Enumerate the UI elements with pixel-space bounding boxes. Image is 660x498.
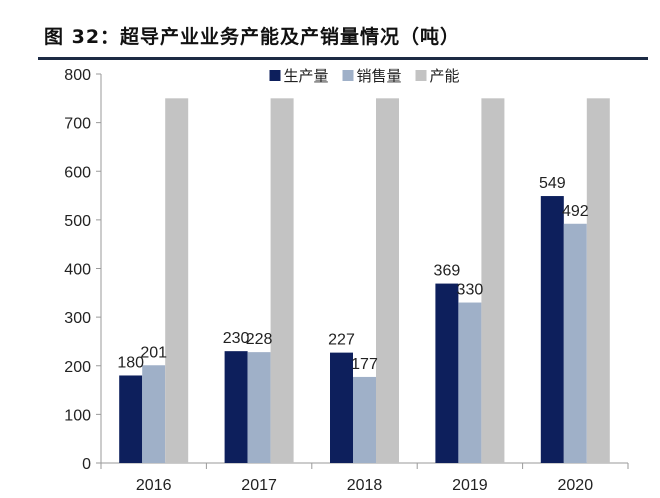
data-label: 369 xyxy=(434,263,461,280)
bar-生产量-2017 xyxy=(224,351,248,463)
data-label: 201 xyxy=(140,344,167,361)
bar-产能-2020 xyxy=(586,98,610,463)
y-tick-label: 0 xyxy=(82,456,91,473)
data-label: 492 xyxy=(562,203,589,220)
bar-产能-2016 xyxy=(165,98,189,463)
bar-销售量-2017 xyxy=(247,352,271,463)
data-label: 230 xyxy=(223,330,250,347)
y-tick-label: 800 xyxy=(64,67,91,84)
bar-生产量-2018 xyxy=(330,352,353,463)
bar-产能-2018 xyxy=(376,98,399,463)
bar-生产量-2016 xyxy=(119,375,143,463)
data-label: 180 xyxy=(117,354,144,371)
y-tick-label: 400 xyxy=(64,262,91,279)
bar-生产量-2020 xyxy=(540,196,564,463)
y-tick-label: 100 xyxy=(64,407,91,424)
data-label: 177 xyxy=(351,356,378,373)
legend-label: 销售量 xyxy=(357,67,402,85)
x-tick-label: 2020 xyxy=(558,477,594,494)
bar-生产量-2019 xyxy=(435,283,459,463)
title-rule xyxy=(38,57,648,60)
y-tick-label: 500 xyxy=(64,213,91,230)
data-label: 549 xyxy=(539,175,566,192)
data-label: 330 xyxy=(457,282,484,299)
bar-产能-2019 xyxy=(481,98,505,463)
bar-销售量-2016 xyxy=(142,365,166,463)
x-tick-label: 2019 xyxy=(452,477,488,494)
y-tick-label: 200 xyxy=(64,359,91,376)
data-label: 227 xyxy=(328,332,355,349)
legend-swatch xyxy=(415,70,427,81)
legend-label: 产能 xyxy=(430,67,460,85)
x-tick-label: 2017 xyxy=(241,477,277,494)
bars xyxy=(119,98,610,463)
figure-title: 图 32：超导产业业务产能及产销量情况（吨） xyxy=(44,26,461,48)
legend-label: 生产量 xyxy=(284,67,329,85)
bar-产能-2017 xyxy=(270,98,294,463)
legend-swatch xyxy=(342,70,354,81)
bar-销售量-2019 xyxy=(458,302,482,463)
bar-销售量-2018 xyxy=(353,376,376,463)
y-tick-label: 700 xyxy=(64,116,91,133)
x-tick-label: 2016 xyxy=(136,477,172,494)
y-tick-label: 300 xyxy=(64,310,91,327)
legend: 生产量 销售量 产能 xyxy=(269,67,460,85)
x-axis: 2016 2017 2018 2019 2020 xyxy=(100,462,629,494)
x-tick-label: 2018 xyxy=(347,477,383,494)
bar-销售量-2020 xyxy=(563,223,587,463)
y-tick-label: 600 xyxy=(64,164,91,181)
legend-swatch xyxy=(269,70,281,81)
data-labels: 180 230 227 369 549 201 228 177 330 492 xyxy=(117,175,588,373)
y-axis: 0 100 200 300 400 500 600 700 800 xyxy=(64,67,102,473)
data-label: 228 xyxy=(246,331,273,348)
